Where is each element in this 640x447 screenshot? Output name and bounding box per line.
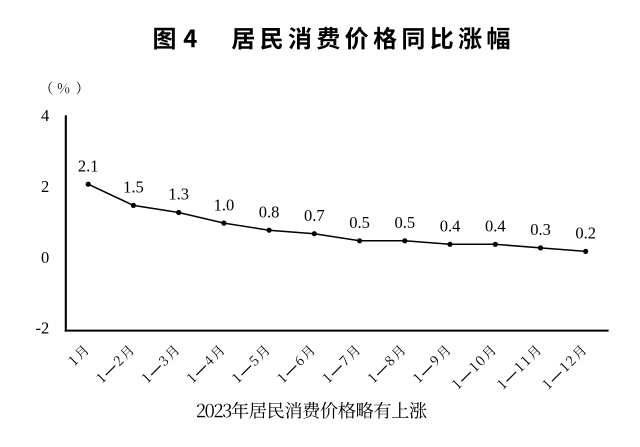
svg-text:2.1: 2.1 [78,156,99,175]
svg-text:0.8: 0.8 [259,202,280,221]
svg-text:0.5: 0.5 [394,213,415,232]
svg-text:1.3: 1.3 [168,185,189,204]
svg-text:0.4: 0.4 [485,217,506,236]
svg-text:1.5: 1.5 [123,178,144,197]
svg-text:0.2: 0.2 [575,224,596,243]
svg-text:2: 2 [41,177,49,196]
svg-text:1.0: 1.0 [214,195,235,214]
svg-text:-2: -2 [36,319,50,338]
svg-text:4: 4 [41,106,49,125]
svg-text:0.3: 0.3 [530,220,551,239]
svg-text:0.4: 0.4 [440,217,461,236]
svg-text:0.5: 0.5 [349,213,370,232]
svg-text:0: 0 [41,248,49,267]
svg-text:0.7: 0.7 [304,206,325,225]
